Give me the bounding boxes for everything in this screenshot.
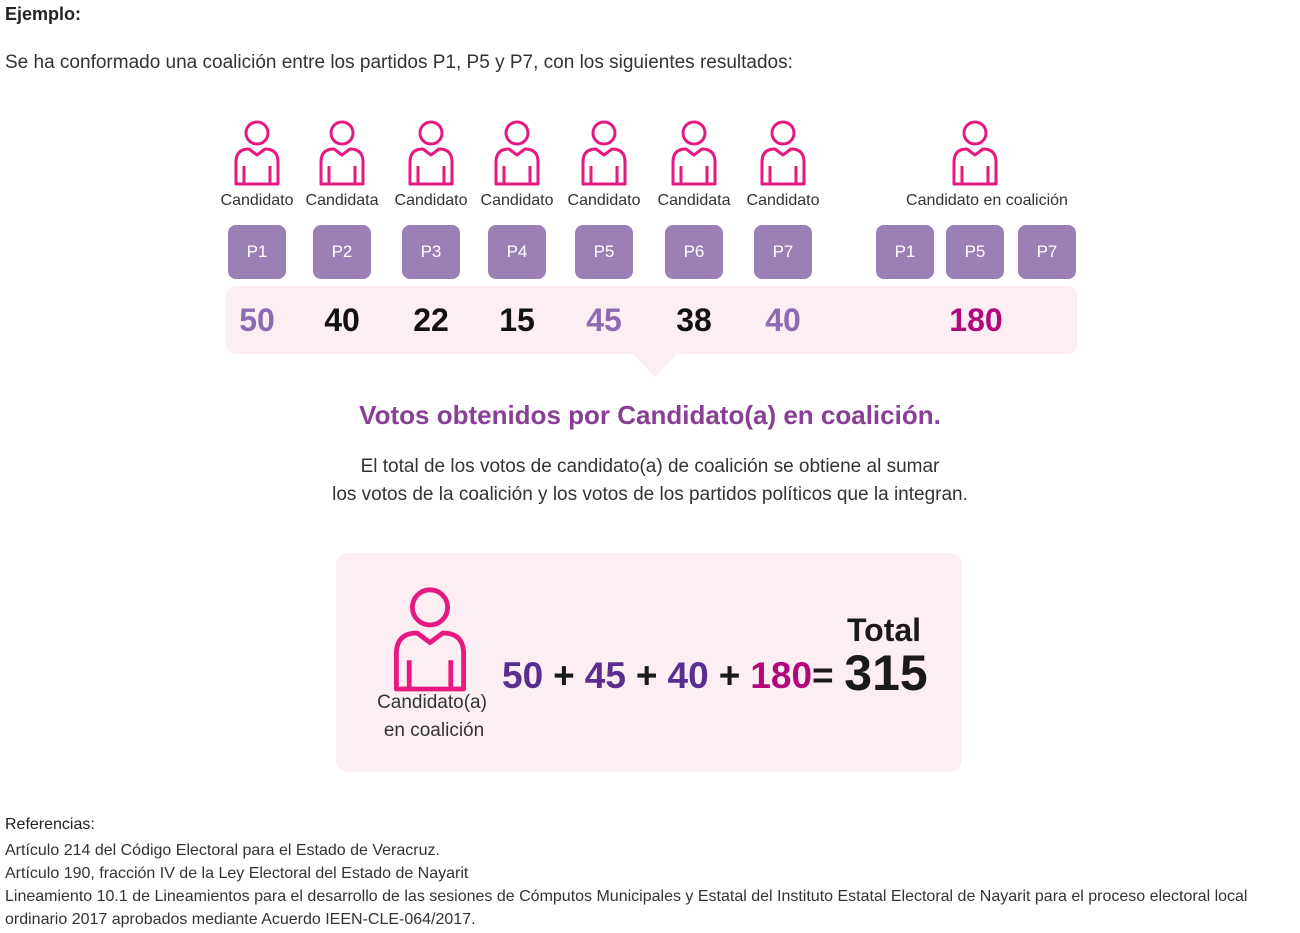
formula-operator: + [635,655,658,696]
candidate-votes: 45 [586,302,622,338]
formula-term: 50 [502,655,544,696]
references-title: Referencias: [5,816,95,833]
coalition-votes: 180 [949,302,1003,338]
candidate-role: Candidata [305,192,379,209]
person-icon [319,120,365,186]
party-box: P7 [754,225,812,279]
candidate-role: Candidata [657,192,731,209]
party-box: P3 [402,225,460,279]
party-box: P1 [876,225,934,279]
references: Artículo 214 del Código Electoral para e… [5,839,1290,931]
candidate-votes: 15 [499,302,535,338]
candidate-role: Candidato [567,192,641,209]
person-icon [394,587,466,692]
party-box: P5 [946,225,1004,279]
candidate-votes: 40 [765,302,801,338]
party-box: P6 [665,225,723,279]
person-icon [760,120,806,186]
person-icon [952,120,998,186]
formula-operator: + [553,655,575,696]
person-icon [234,120,280,186]
party-box: P7 [1018,225,1076,279]
results-band [226,286,1077,377]
coalition-role: Candidato en coalición [906,192,1068,209]
candidate-votes: 38 [676,302,712,338]
formula-term: 40 [667,655,709,696]
heading: Ejemplo: [5,4,82,24]
candidate-votes: 22 [413,302,449,338]
person-icon [494,120,540,186]
person-label: en coalición [383,720,485,741]
reference-item: Artículo 214 del Código Electoral para e… [5,842,440,859]
candidate-votes: 50 [239,302,275,338]
description-line: los votos de la coalición y los votos de… [332,484,968,505]
candidate-role: Candidato [394,192,468,209]
party-box: P5 [575,225,633,279]
formula-operator: + [718,655,741,696]
description-line: El total de los votos de candidato(a) de… [360,456,940,477]
person-icon [671,120,717,186]
candidate-role: Candidato [220,192,294,209]
party-box: P2 [313,225,371,279]
formula: 50 +45 +40 +180= [502,655,834,697]
intro: Se ha conformado una coalición entre los… [5,52,793,73]
person-icon [581,120,627,186]
party-box: P1 [228,225,286,279]
formula-box [336,553,962,772]
party-box: P4 [488,225,546,279]
formula-term: 45 [584,655,626,696]
total-label: Total [846,612,922,648]
reference-item: Artículo 190, fracción IV de la Ley Elec… [5,865,469,882]
candidate-votes: 40 [324,302,360,338]
formula-term: 180 [750,655,813,696]
candidate-role: Candidato [480,192,554,209]
candidate-role: Candidato [746,192,820,209]
person-label: Candidato(a) [377,692,487,713]
total-value: 315 [844,645,928,701]
formula-operator: = [812,655,834,696]
section-title: Votos obtenidos por Candidato(a) en coal… [359,400,941,430]
person-icon [408,120,454,186]
reference-item: Lineamiento 10.1 de Lineamientos para el… [5,888,1248,928]
